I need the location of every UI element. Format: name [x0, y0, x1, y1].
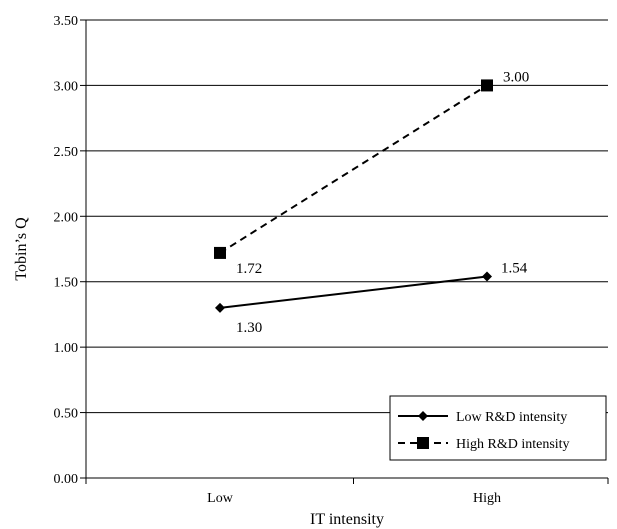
legend: Low R&D intensity High R&D intensity [389, 395, 607, 461]
x-tick-label: High [473, 491, 501, 506]
y-tick-label: 1.00 [54, 341, 79, 356]
x-tick-labels: Low High [207, 491, 501, 506]
y-tick-label: 3.00 [54, 79, 79, 94]
y-tick-label: 2.00 [54, 210, 79, 225]
y-tick-label: 1.50 [54, 276, 79, 291]
series-line [219, 275, 488, 309]
legend-box [389, 395, 607, 461]
legend-items: Low R&D intensity High R&D intensity [398, 410, 570, 452]
legend-diamond-marker [418, 411, 428, 421]
y-axis-title: Tobin’s Q [13, 217, 30, 281]
gridlines [80, 19, 609, 484]
diamond-marker [482, 271, 492, 282]
y-tick-label: 3.50 [54, 14, 79, 29]
legend-item-1: High R&D intensity [398, 437, 570, 452]
data-label: 1.54 [501, 260, 528, 276]
legend-square-marker [417, 437, 429, 449]
data-labels: 1.30 1.54 1.72 3.00 [236, 69, 529, 335]
y-tick-label: 0.00 [54, 472, 79, 487]
data-label: 3.00 [503, 69, 529, 85]
x-axis-title: IT intensity [310, 511, 384, 528]
legend-label: High R&D intensity [456, 437, 570, 452]
series-0 [215, 271, 492, 313]
diamond-marker [215, 302, 225, 313]
series [214, 79, 493, 313]
square-marker [214, 246, 226, 259]
y-tick-label: 0.50 [54, 407, 79, 422]
x-tick-label: Low [207, 491, 234, 506]
data-label: 1.72 [236, 261, 262, 277]
legend-label: Low R&D intensity [456, 410, 567, 425]
data-label: 1.30 [236, 320, 262, 336]
series-line [219, 84, 488, 254]
y-tick-label: 2.50 [54, 145, 79, 160]
legend-item-0: Low R&D intensity [398, 410, 567, 425]
series-1 [214, 79, 493, 259]
y-tick-labels: 0.00 0.50 1.00 1.50 2.00 2.50 3.00 3.50 [54, 14, 79, 487]
square-marker [481, 79, 493, 92]
